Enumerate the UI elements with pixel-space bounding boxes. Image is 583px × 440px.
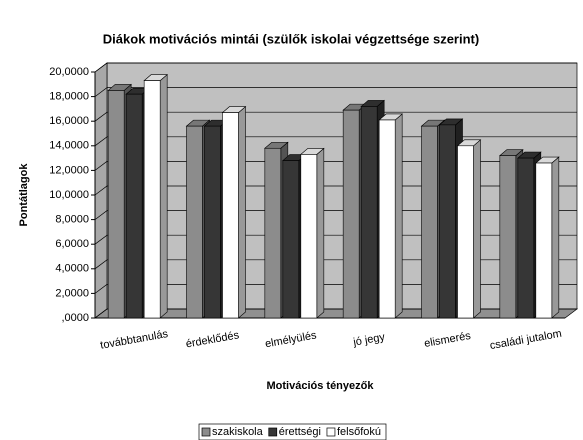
legend-label: felsőfokú xyxy=(337,426,381,438)
legend: szakiskola érettségi felsőfokú xyxy=(198,423,387,440)
bar xyxy=(300,154,318,319)
grid-line xyxy=(94,87,577,97)
y-tick-label: 12,0000 xyxy=(49,164,89,176)
bar xyxy=(535,162,553,319)
bar-side xyxy=(551,156,560,319)
y-tick-label: 8,0000 xyxy=(55,214,89,226)
bar xyxy=(378,119,396,319)
y-tick-label: 6,0000 xyxy=(55,238,89,250)
x-tick-label: családi jutalom xyxy=(489,328,563,352)
bar xyxy=(421,125,438,319)
x-tick-label: elismerés xyxy=(423,330,472,350)
bar xyxy=(499,155,517,319)
y-tick-label: 20,0000 xyxy=(49,66,89,78)
legend-item: felsőfokú xyxy=(326,426,381,438)
bar xyxy=(186,125,203,319)
y-tick-label: 2,0000 xyxy=(55,287,89,299)
y-tick-label: 4,0000 xyxy=(55,263,89,275)
x-tick-label: továbbtanulás xyxy=(99,328,169,352)
legend-swatch xyxy=(201,427,211,437)
bar xyxy=(360,106,378,319)
legend-item: érettségi xyxy=(268,426,321,438)
grid-line xyxy=(94,136,577,147)
bar xyxy=(439,124,456,319)
x-tick-label: jó jegy xyxy=(351,331,386,349)
bar xyxy=(282,160,300,319)
y-axis-label: Pontátlagok xyxy=(18,163,30,227)
y-tick-label: 10,0000 xyxy=(49,189,89,201)
chart-title: Diákok motivációs mintái (szülők iskolai… xyxy=(103,31,479,46)
legend-swatch xyxy=(268,427,278,437)
grid-line xyxy=(94,234,577,245)
bar xyxy=(517,157,535,319)
legend-label: érettségi xyxy=(279,426,321,438)
grid-line xyxy=(94,62,577,73)
grid-line xyxy=(94,111,577,122)
y-tick-label: 16,0000 xyxy=(49,115,89,127)
grid-line xyxy=(94,185,577,196)
bar-side xyxy=(238,105,246,319)
y-tick-label: ,0000 xyxy=(61,312,89,324)
grid-line xyxy=(94,308,577,319)
bar xyxy=(264,147,282,319)
grid-line xyxy=(94,259,577,270)
grid-line xyxy=(94,284,577,294)
grid-line xyxy=(94,210,577,220)
bar xyxy=(125,93,143,319)
x-axis-label: Motivációs tényezők xyxy=(267,380,375,392)
legend-box xyxy=(198,423,387,440)
bar xyxy=(204,125,221,319)
y-tick-label: 18,0000 xyxy=(49,91,89,103)
bar-side xyxy=(473,139,481,319)
legend-swatch xyxy=(326,427,336,437)
bar-side xyxy=(316,147,325,319)
legend-label: szakiskola xyxy=(212,426,264,438)
bar-side xyxy=(159,73,168,319)
bar xyxy=(342,109,360,319)
bar xyxy=(107,90,125,319)
y-tick-label: 14,0000 xyxy=(49,140,89,152)
bar xyxy=(143,80,161,319)
x-tick-label: elmélyülés xyxy=(264,329,318,350)
bar-side xyxy=(394,113,403,319)
bar xyxy=(222,112,239,319)
grid-line xyxy=(94,161,577,171)
legend-item: szakiskola xyxy=(201,426,264,438)
bar xyxy=(457,145,474,319)
x-tick-label: érdeklődés xyxy=(185,329,241,350)
